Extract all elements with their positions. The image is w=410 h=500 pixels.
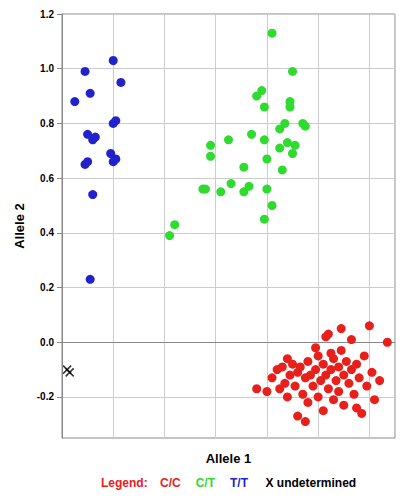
svg-text:Legend:: Legend:	[101, 476, 148, 490]
svg-text:1.0: 1.0	[40, 63, 54, 74]
svg-text:C/C: C/C	[160, 476, 181, 490]
svg-text:Allele 2: Allele 2	[12, 203, 27, 249]
svg-text:0.8: 0.8	[40, 118, 54, 129]
svg-text:0.6: 0.6	[40, 173, 54, 184]
svg-text:0.0: 0.0	[40, 337, 54, 348]
svg-text:0.2: 0.2	[40, 282, 54, 293]
svg-text:-0.2: -0.2	[37, 391, 55, 402]
svg-text:T/T: T/T	[230, 476, 249, 490]
svg-text:Allele 1: Allele 1	[206, 451, 252, 466]
svg-text:1.2: 1.2	[40, 9, 54, 20]
svg-text:C/T: C/T	[196, 476, 216, 490]
svg-text:0.4: 0.4	[40, 227, 54, 238]
svg-text:X undetermined: X undetermined	[265, 476, 356, 490]
